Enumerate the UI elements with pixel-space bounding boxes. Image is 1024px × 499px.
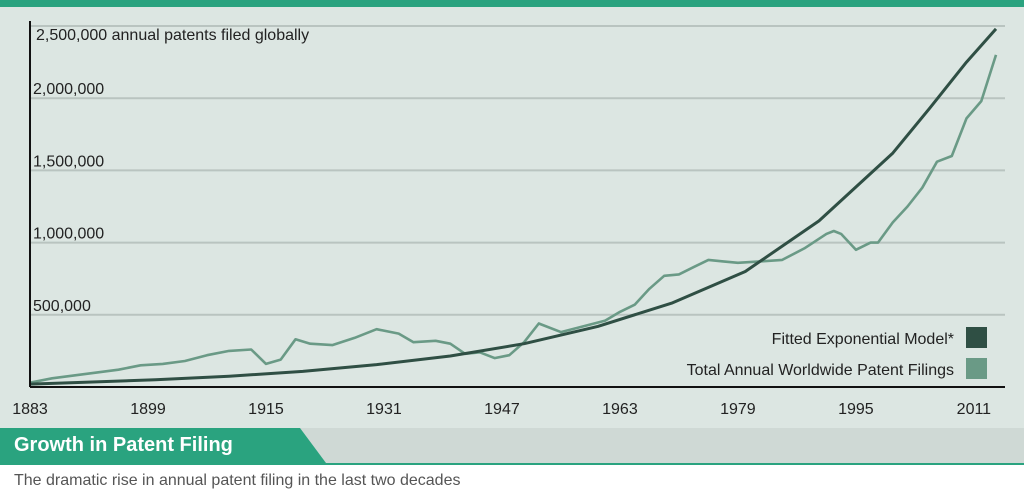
y-tick-label: 1,000,000	[33, 226, 104, 243]
title-band: Growth in Patent Filing	[0, 428, 1024, 463]
chart-area: 500,000 1,000,000 1,500,000 2,000,000 1883 18…	[0, 7, 1024, 428]
subtitle-band: The dramatic rise in annual patent filin…	[0, 463, 1024, 499]
legend-swatch	[966, 358, 987, 379]
legend-label: Fitted Exponential Model*	[772, 331, 954, 348]
x-tick-label: 1931	[366, 401, 402, 418]
x-tick-label: 1899	[130, 401, 166, 418]
x-tick-label: 1979	[720, 401, 756, 418]
title-tab	[0, 428, 326, 463]
series-lines	[29, 27, 998, 386]
y-tick-label: 1,500,000	[33, 153, 104, 170]
legend-label: Total Annual Worldwide Patent Filings	[687, 362, 954, 379]
y-tick-label: 2,000,000	[33, 81, 104, 98]
series-line-fitted-model	[29, 27, 998, 386]
legend: Fitted Exponential Model* Total Annual Wo…	[687, 327, 987, 379]
legend-swatch	[966, 327, 987, 348]
y-axis-label: 2,500,000 annual patents filed globally	[36, 27, 309, 44]
y-tick-label: 500,000	[33, 298, 91, 315]
x-tick-label: 2011	[957, 401, 992, 418]
x-tick-label: 1915	[248, 401, 284, 418]
top-accent-bar	[0, 0, 1024, 7]
x-tick-label: 1963	[602, 401, 638, 418]
chart-subtitle: The dramatic rise in annual patent filin…	[14, 472, 461, 489]
x-tick-label: 1995	[838, 401, 874, 418]
x-tick-label: 1883	[12, 401, 48, 418]
chart-title: Growth in Patent Filing	[14, 434, 233, 456]
series-line-patent-filings	[29, 54, 998, 384]
patent-chart: 500,000 1,000,000 1,500,000 2,000,000 1883 18…	[12, 21, 1005, 418]
gridlines	[30, 25, 1005, 316]
axis-tick-labels: 500,000 1,000,000 1,500,000 2,000,000 1883 18…	[12, 81, 991, 418]
x-tick-label: 1947	[484, 401, 520, 418]
